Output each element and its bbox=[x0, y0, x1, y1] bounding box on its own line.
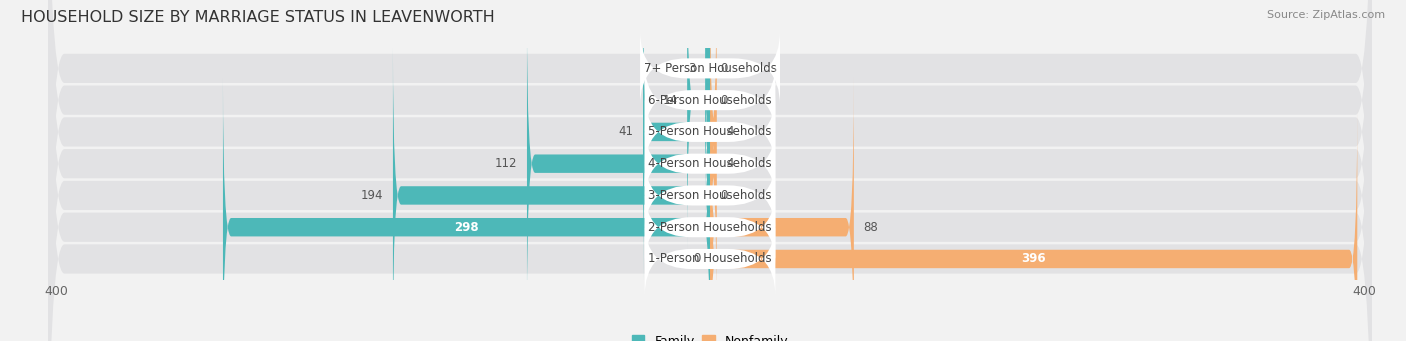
Text: 88: 88 bbox=[863, 221, 879, 234]
Text: Source: ZipAtlas.com: Source: ZipAtlas.com bbox=[1267, 10, 1385, 20]
Text: 4: 4 bbox=[727, 157, 734, 170]
FancyBboxPatch shape bbox=[710, 109, 1357, 341]
FancyBboxPatch shape bbox=[709, 14, 718, 313]
FancyBboxPatch shape bbox=[224, 78, 710, 341]
Text: 112: 112 bbox=[495, 157, 517, 170]
FancyBboxPatch shape bbox=[702, 0, 713, 218]
FancyBboxPatch shape bbox=[48, 0, 1372, 341]
Text: HOUSEHOLD SIZE BY MARRIAGE STATUS IN LEAVENWORTH: HOUSEHOLD SIZE BY MARRIAGE STATUS IN LEA… bbox=[21, 10, 495, 25]
FancyBboxPatch shape bbox=[710, 78, 853, 341]
Text: 6-Person Households: 6-Person Households bbox=[648, 94, 772, 107]
Text: 14: 14 bbox=[662, 94, 678, 107]
Text: 0: 0 bbox=[720, 62, 727, 75]
FancyBboxPatch shape bbox=[392, 46, 710, 341]
FancyBboxPatch shape bbox=[709, 0, 718, 282]
Text: 0: 0 bbox=[693, 252, 700, 266]
FancyBboxPatch shape bbox=[643, 0, 710, 282]
FancyBboxPatch shape bbox=[48, 0, 1372, 341]
FancyBboxPatch shape bbox=[48, 0, 1372, 341]
Text: 2-Person Households: 2-Person Households bbox=[648, 221, 772, 234]
Text: 396: 396 bbox=[1021, 252, 1046, 266]
FancyBboxPatch shape bbox=[48, 0, 1372, 341]
FancyBboxPatch shape bbox=[48, 0, 1372, 341]
Text: 7+ Person Households: 7+ Person Households bbox=[644, 62, 776, 75]
Text: 194: 194 bbox=[360, 189, 382, 202]
Text: 4: 4 bbox=[727, 125, 734, 138]
Text: 41: 41 bbox=[619, 125, 633, 138]
Text: 4-Person Households: 4-Person Households bbox=[648, 157, 772, 170]
Text: 0: 0 bbox=[720, 189, 727, 202]
FancyBboxPatch shape bbox=[527, 14, 710, 313]
Text: 1-Person Households: 1-Person Households bbox=[648, 252, 772, 266]
Text: 3: 3 bbox=[688, 62, 696, 75]
Text: 3-Person Households: 3-Person Households bbox=[648, 189, 772, 202]
Text: 298: 298 bbox=[454, 221, 479, 234]
Text: 5-Person Households: 5-Person Households bbox=[648, 125, 772, 138]
FancyBboxPatch shape bbox=[688, 0, 710, 250]
Text: 0: 0 bbox=[720, 94, 727, 107]
FancyBboxPatch shape bbox=[48, 0, 1372, 341]
FancyBboxPatch shape bbox=[48, 0, 1372, 341]
Legend: Family, Nonfamily: Family, Nonfamily bbox=[631, 335, 789, 341]
